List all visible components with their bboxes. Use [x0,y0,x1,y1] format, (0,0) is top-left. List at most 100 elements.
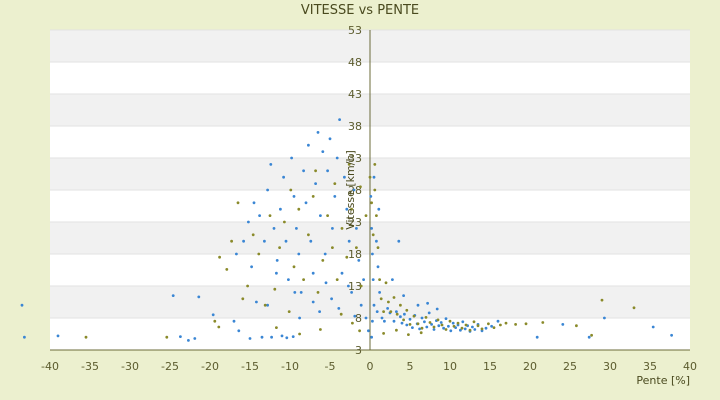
chart-title: VITESSE vs PENTE [301,3,419,18]
data-point [318,310,321,313]
data-point [343,175,346,179]
data-point [297,252,301,256]
data-point [603,316,606,320]
data-point [84,335,88,339]
data-point [399,303,402,307]
data-point [241,297,245,301]
data-point [371,319,374,323]
data-point [247,220,250,224]
data-point [364,316,368,320]
data-point [367,329,370,333]
data-point [386,307,389,310]
data-point [373,188,377,192]
data-point [382,332,385,335]
data-point [378,278,381,281]
data-point [337,307,341,310]
data-point [416,322,420,326]
data-point [355,227,358,230]
y-tick-label: 43 [348,88,362,101]
data-point [440,323,444,327]
data-point [339,312,343,316]
data-point [268,214,272,218]
data-point [400,321,404,325]
x-tick-label: 35 [643,360,657,373]
data-point [279,207,282,211]
x-tick-label: -20 [201,360,219,373]
data-point [338,118,341,121]
data-point [331,246,334,250]
data-point [442,326,445,330]
data-point [350,291,353,294]
data-point [632,306,636,310]
data-point [464,323,468,327]
data-point [283,220,286,224]
data-point [389,310,393,313]
data-point [311,271,315,275]
data-point [246,284,250,288]
data-point [408,317,412,321]
data-point [460,326,464,330]
data-point [504,321,508,325]
data-point [461,320,465,324]
data-point [316,291,320,294]
x-tick-label: -40 [41,360,59,373]
data-point [307,233,310,237]
data-point [321,259,325,262]
data-point [399,315,402,319]
y-tick-label: 18 [348,248,362,261]
data-point [416,303,420,307]
data-point [280,334,284,338]
data-point [298,316,301,320]
data-point [395,310,398,313]
data-point [444,328,448,331]
data-point [230,239,234,243]
data-point [251,233,255,237]
data-point [561,323,565,326]
data-point [358,329,361,333]
y-tick-label: 53 [348,24,362,37]
data-point [352,188,356,192]
data-point [23,335,26,339]
x-tick-label: 0 [367,360,374,373]
data-point [382,310,385,313]
data-point [258,214,261,218]
data-point [487,322,490,326]
x-tick-label: 10 [443,360,457,373]
data-point [471,325,474,329]
data-point [197,295,201,299]
y-tick-label: 8 [355,312,362,325]
data-point [423,320,426,324]
data-point [384,281,388,285]
data-point [333,195,337,198]
data-point [395,312,399,316]
data-point [292,195,296,198]
data-point [273,287,277,291]
data-point [236,201,240,205]
data-point [266,188,269,192]
data-point [435,307,439,311]
y-tick-label: 33 [348,152,362,165]
data-point [211,313,215,317]
x-tick-label: -35 [81,360,99,373]
y-tick-label: 38 [348,120,362,133]
data-point [248,337,252,340]
x-tick-label: -15 [241,360,259,373]
data-point [426,301,429,305]
data-point [311,300,315,304]
data-point [408,323,412,326]
data-point [449,329,453,333]
data-point [359,185,362,189]
data-point [345,255,349,259]
data-point [375,310,379,313]
data-point [575,324,578,328]
data-point [420,316,424,320]
y-axis-label: Vitesse [km/h] [344,150,357,230]
data-point [331,227,334,230]
data-point [330,297,333,301]
data-point [218,255,222,259]
data-point [420,326,424,330]
data-point [340,227,344,230]
data-point [302,278,305,281]
data-point [419,331,423,335]
